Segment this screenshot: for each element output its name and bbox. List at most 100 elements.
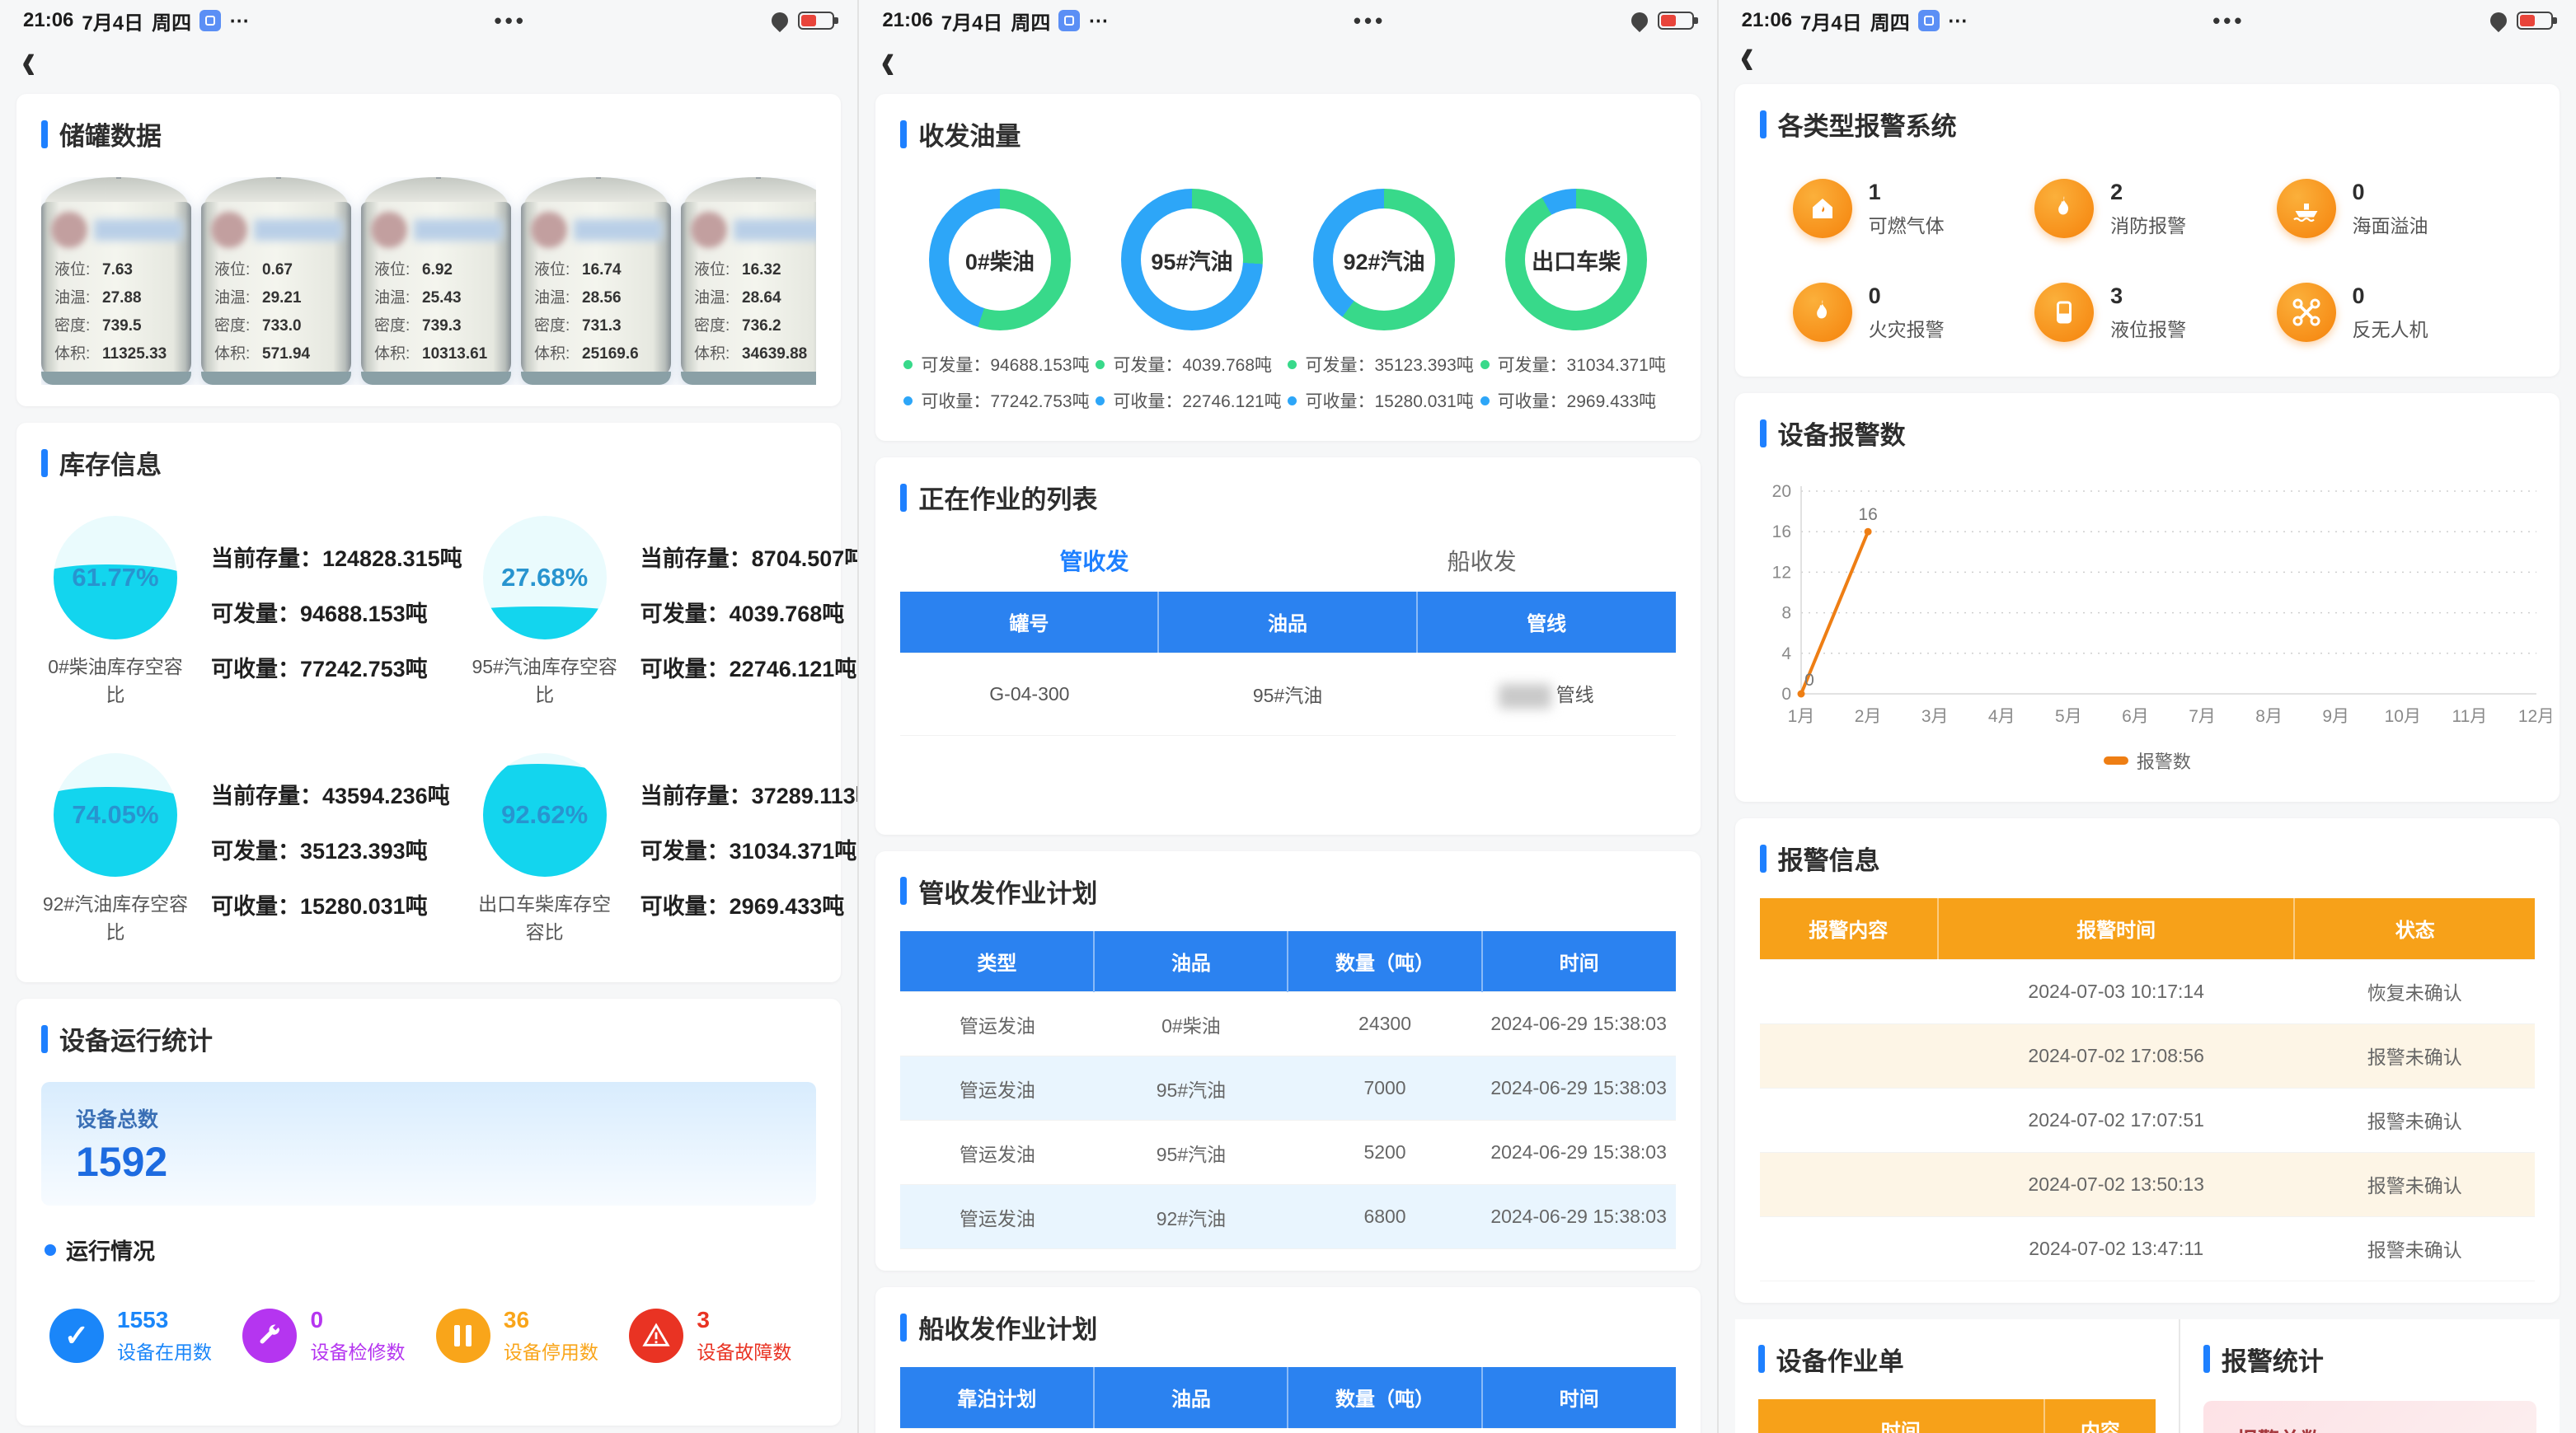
tank-stat-line: 液位: 6.92 bbox=[374, 256, 504, 284]
tab-pipe-transfer[interactable]: 管收发 bbox=[1059, 549, 1129, 574]
alert-icon bbox=[629, 1309, 684, 1363]
tank-dome bbox=[204, 177, 348, 205]
table-header-cell: 靠泊计划 bbox=[900, 1367, 1096, 1428]
table-row[interactable]: 管运发油 92#汽油 6800 2024-06-29 15:38:03 bbox=[900, 1184, 1676, 1249]
alarm-type-text: 0 海面溢油 bbox=[2353, 180, 2428, 238]
section-title-alarm-stats: 报警统计 bbox=[2203, 1341, 2536, 1378]
green-dot-icon bbox=[1480, 359, 1490, 369]
tank-stat-label: 密度: bbox=[214, 317, 251, 335]
inventory-line: 可收量：77242.753吨 bbox=[211, 656, 428, 681]
device-stat-text: 3 设备故障数 bbox=[697, 1307, 791, 1365]
table-row[interactable]: 2024-07-03 10:17:14 恢复未确认 bbox=[1759, 959, 2535, 1023]
table-header-cell: 油品 bbox=[1158, 592, 1418, 653]
tank-stat-value: 16.32 bbox=[742, 261, 781, 279]
waterball-label: 92#汽油库存空容比 bbox=[42, 893, 189, 943]
table-cell: 95#汽油 bbox=[1156, 1143, 1227, 1165]
table-header-row: 靠泊计划 油品 数量（吨） 时间 bbox=[900, 1367, 1676, 1428]
back-button[interactable]: ‹ bbox=[880, 30, 895, 91]
alarm-type-item: 3 液位报警 bbox=[2034, 283, 2276, 342]
svg-text:10月: 10月 bbox=[2384, 707, 2420, 726]
inventory-line: 当前存量：8704.507吨 bbox=[640, 546, 860, 571]
title-accent-bar bbox=[900, 483, 908, 512]
recv-amount-line: 可收量：22746.121吨 bbox=[1096, 388, 1282, 413]
waterball-wrap: 92.62% 出口车柴库存空容比 bbox=[471, 753, 619, 944]
working-list-card: 正在作业的列表 管收发 船收发 罐号 油品 管线 G-04-300 95#汽油 管线 bbox=[875, 457, 1701, 835]
title-accent-bar bbox=[41, 119, 48, 148]
table-cell: 报警未确认 bbox=[2367, 1111, 2462, 1132]
tank-stat-value: 739.3 bbox=[422, 317, 462, 335]
tank-body: 液位:6.92油温:25.43密度:739.3体积:10313.61质量:746… bbox=[361, 202, 511, 377]
table-row[interactable]: 2024-07-02 13:50:13 报警未确认 bbox=[1759, 1152, 2535, 1216]
tank-stats: 液位:16.74油温:28.56密度:731.3体积:25169.6质量:187… bbox=[534, 256, 664, 377]
table-row[interactable]: G-04-300 95#汽油 管线 bbox=[900, 653, 1676, 735]
waterball-percent: 61.77% bbox=[72, 563, 159, 592]
title-accent-bar bbox=[41, 1024, 48, 1053]
status-bar: 21:06 7月4日 周四 ⋯ ••• bbox=[1719, 0, 2576, 35]
tank-dome bbox=[524, 177, 668, 205]
table-header-cell: 管线 bbox=[1416, 592, 1676, 653]
tank-dome bbox=[684, 177, 817, 205]
donut-chart: 出口车柴 bbox=[1505, 189, 1648, 330]
back-button[interactable]: ‹ bbox=[21, 30, 36, 91]
table-header-row: 罐号 油品 管线 bbox=[900, 592, 1676, 653]
alarm-type-count: 3 bbox=[2110, 283, 2123, 308]
tank-name-redacted bbox=[414, 219, 503, 241]
waterball-label: 出口车柴库存空容比 bbox=[478, 893, 612, 943]
tank-stat-value: 739.5 bbox=[102, 317, 142, 335]
table-header-cell: 报警时间 bbox=[1937, 898, 2296, 959]
waterball-wrap: 74.05% 92#汽油库存空容比 bbox=[41, 753, 190, 944]
section-title-device-stats: 设备运行统计 bbox=[41, 1020, 816, 1057]
status-bar: 21:06 7月4日 周四 ⋯ ••• bbox=[859, 0, 1716, 35]
tank-stat-value: 25.43 bbox=[422, 289, 462, 307]
tank-stat-line: 体积: 25169.6 bbox=[534, 340, 664, 368]
status-date: 7月4日 bbox=[82, 12, 144, 35]
title-accent-bar bbox=[1757, 1345, 1765, 1373]
green-dot-icon bbox=[1288, 359, 1297, 369]
tank-stat-line: 液位: 7.63 bbox=[54, 256, 185, 284]
table-row[interactable]: 管运发油 0#柴油 24300 2024-06-29 15:38:03 bbox=[900, 992, 1676, 1056]
alarm-type-item: 0 反无人机 bbox=[2276, 283, 2518, 342]
tank-stat-line: 油温: 25.43 bbox=[374, 284, 504, 312]
device-stat-item: 0 设备检修数 bbox=[242, 1307, 405, 1365]
section-title-alarm-types: 各类型报警系统 bbox=[1759, 105, 2535, 143]
tank-stat-value: 28.56 bbox=[582, 289, 622, 307]
table-header-cell: 时间 bbox=[1481, 930, 1676, 992]
bullet-dot-icon bbox=[45, 1243, 56, 1256]
table-row[interactable]: 2024-07-02 13:47:11 报警未确认 bbox=[1759, 1216, 2535, 1281]
inventory-item: 27.68% 95#汽油库存空容比 当前存量：8704.507吨 可发量：4039.7… bbox=[471, 516, 860, 707]
tank-header bbox=[531, 212, 663, 248]
table-row[interactable]: 管运发油 95#汽油 5200 2024-06-29 15:38:03 bbox=[900, 1121, 1676, 1185]
table-cell: 0#柴油 bbox=[1161, 1014, 1221, 1037]
table-cell: 7000 bbox=[1288, 1056, 1482, 1121]
alarm-type-label: 海面溢油 bbox=[2352, 214, 2428, 236]
tab-ship-transfer[interactable]: 船收发 bbox=[1447, 549, 1517, 574]
recv-amount-text: 可收量：22746.121吨 bbox=[1113, 392, 1282, 411]
back-button[interactable]: ‹ bbox=[1739, 26, 1754, 87]
waterball-fill bbox=[54, 564, 177, 639]
storage-tank: 液位:7.63油温:27.88密度:739.5体积:11325.33质量:809… bbox=[41, 177, 191, 385]
tank-base-band bbox=[201, 372, 351, 385]
tank-stat-line: 密度: 731.3 bbox=[534, 312, 664, 340]
tank-avatar bbox=[371, 212, 407, 248]
tank-stat-line: 体积: 11325.33 bbox=[54, 340, 185, 368]
table-row[interactable]: 2024-07-02 17:07:51 报警未确认 bbox=[1759, 1088, 2535, 1152]
tank-stat-label: 油温: bbox=[694, 289, 730, 307]
svg-text:16: 16 bbox=[1771, 522, 1790, 541]
tank-avatar bbox=[531, 212, 567, 248]
table-cell: 2024-07-02 17:07:51 bbox=[2028, 1108, 2204, 1131]
table-cell: 报警未确认 bbox=[2367, 1239, 2462, 1261]
table-row[interactable]: 管运发油 95#汽油 7000 2024-06-29 15:38:03 bbox=[900, 1056, 1676, 1121]
title-accent-bar bbox=[1759, 110, 1767, 138]
device-stats-card: 设备运行统计 设备总数 1592 运行情况 ✓ 1553 设备在用数 0 设备检修数 36… bbox=[16, 999, 842, 1426]
work-order-table: 时间内容2024-06-28 17:55:161 bbox=[1757, 1398, 2156, 1433]
table-row[interactable]: 2024-07-02 17:08:56 报警未确认 bbox=[1759, 1023, 2535, 1088]
tank-name-redacted bbox=[734, 219, 817, 241]
alarm-type-text: 1 可燃气体 bbox=[1869, 180, 1945, 238]
status-weekday: 周四 bbox=[152, 12, 192, 35]
tank-stat-label: 体积: bbox=[534, 345, 570, 363]
tank-stat-line: 体积: 571.94 bbox=[214, 340, 345, 368]
tank-stat-value: 10313.61 bbox=[422, 345, 488, 363]
title-accent-bar bbox=[41, 448, 48, 477]
signal-icon bbox=[768, 8, 792, 33]
tank-stat-label: 密度: bbox=[54, 317, 91, 335]
